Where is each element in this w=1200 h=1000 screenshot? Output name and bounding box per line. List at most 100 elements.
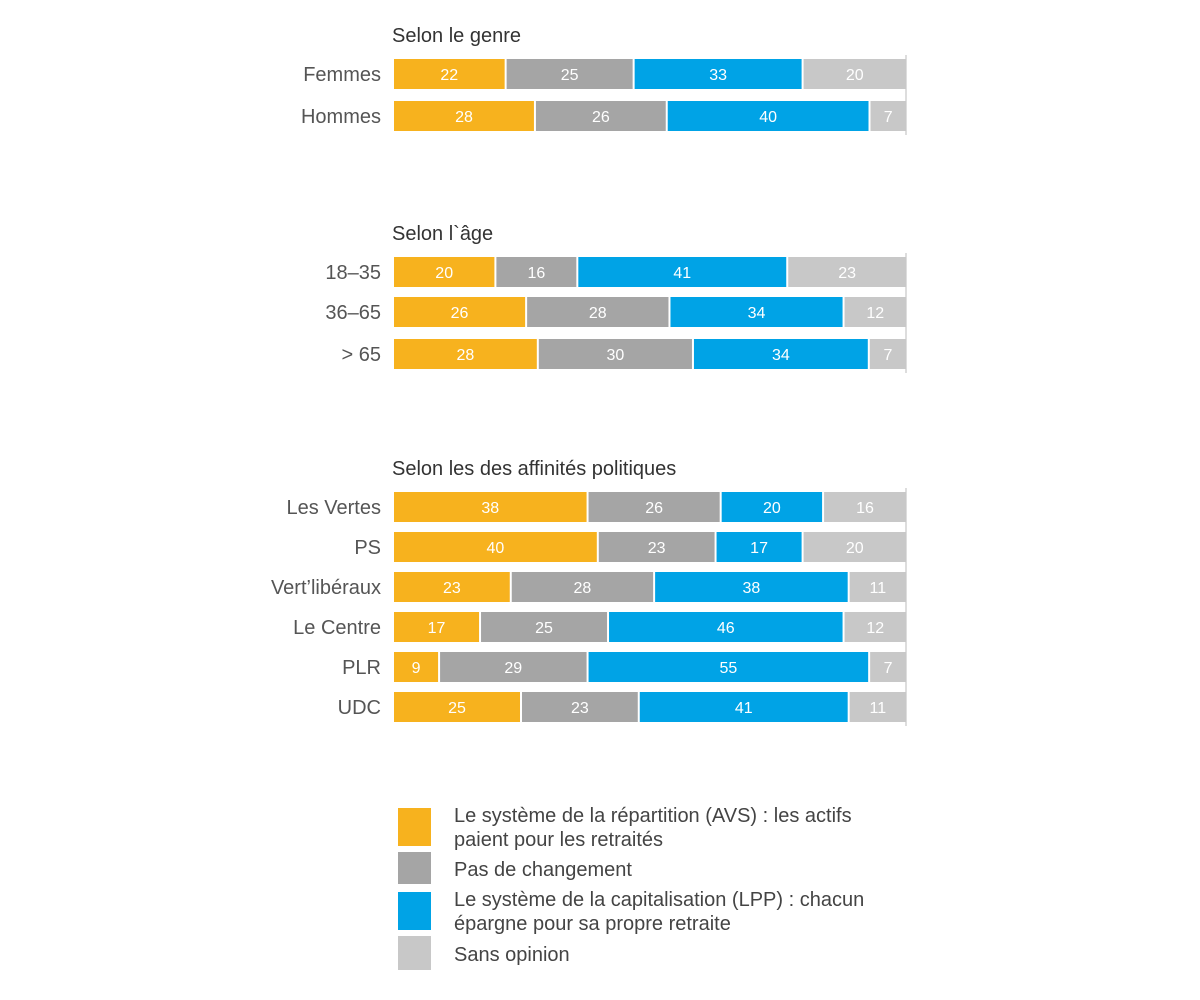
bar-segment-pas-changement <box>522 692 638 722</box>
bar-segment-sans-opinion <box>869 339 906 369</box>
bar-segment-repartition <box>394 59 505 89</box>
category-label: > 65 <box>342 344 381 366</box>
category-label: 18–35 <box>325 262 381 284</box>
data-label: 16 <box>527 265 545 282</box>
bar-row: Hommes 28 26 40 7 <box>301 101 906 131</box>
bar-segment-pas-changement <box>496 257 577 287</box>
bar-segment-repartition <box>394 692 520 722</box>
legend-label: Le système de la répartition (AVS) : les… <box>454 805 852 827</box>
data-label: 23 <box>443 580 461 597</box>
bar-segment-capitalisation <box>721 492 823 522</box>
legend-item: Sans opinion <box>398 936 570 970</box>
data-label: 26 <box>645 500 663 517</box>
bar-segment-sans-opinion <box>844 297 906 327</box>
category-label: Les Vertes <box>286 497 381 519</box>
bar-segment-repartition <box>394 101 534 131</box>
bar-segment-capitalisation <box>609 612 843 642</box>
data-label: 22 <box>440 67 458 84</box>
bar-segment-pas-changement <box>511 572 654 602</box>
legend-label: paient pour les retraités <box>454 829 663 851</box>
data-label: 38 <box>743 580 761 597</box>
group-title: Selon le genre <box>392 25 521 47</box>
bar-row: Femmes 22 25 33 20 <box>303 59 906 89</box>
category-label: Le Centre <box>293 617 381 639</box>
bar-segment-repartition <box>394 652 439 682</box>
bar-segment-repartition <box>394 532 597 562</box>
data-label: 46 <box>717 620 735 637</box>
legend-item: Le système de la capitalisation (LPP) : … <box>398 889 864 935</box>
bar-segment-sans-opinion <box>849 572 906 602</box>
bar-row: 36–65 26 28 34 12 <box>325 297 906 327</box>
legend-label: Le système de la capitalisation (LPP) : … <box>454 889 864 911</box>
bar-segment-repartition <box>394 492 587 522</box>
category-label: PS <box>354 537 381 559</box>
data-label: 16 <box>856 500 874 517</box>
bar-row: > 65 28 30 34 7 <box>342 339 906 369</box>
bar-row: Les Vertes 38 26 20 16 <box>286 492 906 522</box>
data-label: 20 <box>846 540 864 557</box>
data-label: 25 <box>535 620 553 637</box>
bar-segment-repartition <box>394 572 510 602</box>
data-label: 41 <box>673 265 691 282</box>
legend-swatch <box>398 852 431 884</box>
bar-segment-capitalisation <box>578 257 787 287</box>
bar-segment-pas-changement <box>527 297 669 327</box>
bar-segment-capitalisation <box>634 59 802 89</box>
data-label: 7 <box>884 109 893 126</box>
legend-swatch <box>398 936 431 970</box>
data-label: 12 <box>866 620 884 637</box>
data-label: 25 <box>448 700 466 717</box>
data-label: 41 <box>735 700 753 717</box>
data-label: 40 <box>759 109 777 126</box>
data-label: 34 <box>748 305 766 322</box>
data-label: 30 <box>606 347 624 364</box>
bar-segment-sans-opinion <box>824 492 906 522</box>
bar-segment-capitalisation <box>667 101 869 131</box>
bar-segment-pas-changement <box>535 101 666 131</box>
data-label: 7 <box>883 347 892 364</box>
category-label: PLR <box>342 657 381 679</box>
bar-row: PLR 9 29 55 7 <box>342 652 906 682</box>
data-label: 12 <box>866 305 884 322</box>
bar-segment-sans-opinion <box>803 532 906 562</box>
data-label: 23 <box>648 540 666 557</box>
legend-label: épargne pour sa propre retraite <box>454 913 731 935</box>
legend-label: Sans opinion <box>454 944 570 966</box>
bar-segment-sans-opinion <box>788 257 906 287</box>
data-label: 23 <box>838 265 856 282</box>
chart-group: Selon les des affinités politiques Les Ve… <box>271 458 907 726</box>
bar-segment-pas-changement <box>481 612 608 642</box>
data-label: 40 <box>487 540 505 557</box>
data-label: 11 <box>870 580 887 597</box>
bar-segment-repartition <box>394 612 480 642</box>
group-title: Selon les des affinités politiques <box>392 458 676 480</box>
data-label: 28 <box>455 109 473 126</box>
bar-row: Vert’libéraux 23 28 38 11 <box>271 572 906 602</box>
data-label: 28 <box>589 305 607 322</box>
bar-row: Le Centre 17 25 46 12 <box>293 612 906 642</box>
bar-segment-capitalisation <box>588 652 869 682</box>
bar-row: PS 40 23 17 20 <box>354 532 906 562</box>
bar-segment-sans-opinion <box>803 59 906 89</box>
bar-row: 18–35 20 16 41 23 <box>325 257 906 287</box>
legend-label: Pas de changement <box>454 859 632 881</box>
data-label: 26 <box>592 109 610 126</box>
data-label: 20 <box>435 265 453 282</box>
data-label: 25 <box>561 67 579 84</box>
data-label: 7 <box>884 660 893 677</box>
data-label: 34 <box>772 347 790 364</box>
data-label: 55 <box>719 660 737 677</box>
legend-swatch <box>398 892 431 930</box>
data-label: 28 <box>574 580 592 597</box>
bar-segment-sans-opinion <box>870 652 906 682</box>
category-label: Vert’libéraux <box>271 577 381 599</box>
legend-swatch <box>398 808 431 846</box>
group-title: Selon l`âge <box>392 223 493 245</box>
data-label: 38 <box>481 500 499 517</box>
bar-segment-capitalisation <box>716 532 802 562</box>
category-label: Hommes <box>301 106 381 128</box>
legend: Le système de la répartition (AVS) : les… <box>398 805 864 970</box>
category-label: 36–65 <box>325 302 381 324</box>
data-label: 23 <box>571 700 589 717</box>
